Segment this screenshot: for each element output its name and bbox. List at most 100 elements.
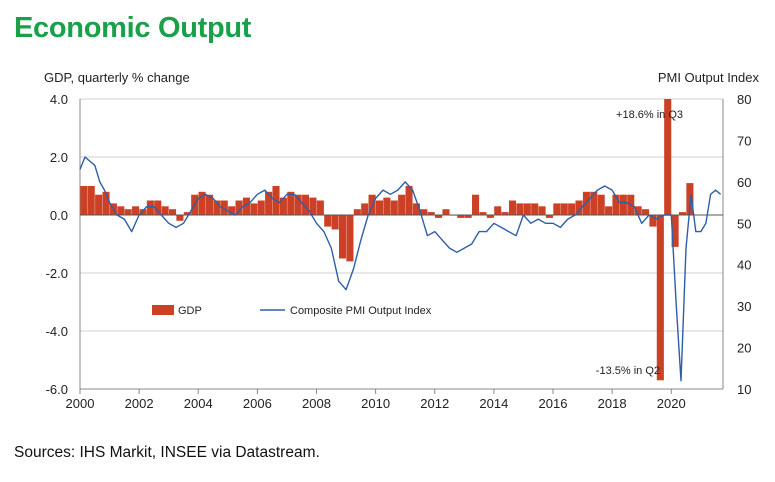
x-tick-label: 2014 xyxy=(479,396,508,411)
x-tick-label: 2018 xyxy=(598,396,627,411)
left-tick-label: -6.0 xyxy=(46,382,68,397)
gdp-bar xyxy=(671,215,679,247)
gdp-bar xyxy=(494,206,502,215)
gdp-bar xyxy=(486,215,494,218)
gdp-bar xyxy=(95,194,103,215)
gdp-bar xyxy=(575,200,583,215)
right-tick-label: 70 xyxy=(737,133,751,148)
gdp-bar xyxy=(605,206,613,215)
gdp-bar xyxy=(309,197,317,215)
gdp-bar xyxy=(442,209,450,215)
gdp-bar xyxy=(346,215,354,262)
gdp-bar xyxy=(235,200,243,215)
x-tick-label: 2006 xyxy=(243,396,272,411)
gdp-bar xyxy=(139,209,147,215)
gdp-bar xyxy=(294,194,302,215)
gdp-bar xyxy=(279,197,287,215)
gdp-bar xyxy=(612,194,620,215)
gdp-bar xyxy=(656,215,664,381)
x-tick-label: 2000 xyxy=(66,396,95,411)
gdp-bar xyxy=(383,197,391,215)
gdp-bar xyxy=(553,203,561,215)
left-axis-title: GDP, quarterly % change xyxy=(44,70,190,85)
gdp-bar xyxy=(87,186,95,215)
x-tick-label: 2020 xyxy=(657,396,686,411)
left-tick-label: 0.0 xyxy=(50,208,68,223)
gdp-bar xyxy=(265,191,273,215)
gdp-bar xyxy=(161,206,169,215)
gdp-bar xyxy=(331,215,339,230)
x-tick-label: 2016 xyxy=(539,396,568,411)
gdp-bar xyxy=(257,200,265,215)
source-note: Sources: IHS Markit, INSEE via Datastrea… xyxy=(14,444,320,461)
left-tick-label: 2.0 xyxy=(50,150,68,165)
legend-pmi-label: Composite PMI Output Index xyxy=(290,305,432,317)
left-tick-label: 4.0 xyxy=(50,92,68,107)
gdp-bar xyxy=(412,203,420,215)
economic-output-chart: 4.02.00.0-2.0-4.0-6.08070605040302010200… xyxy=(46,92,752,411)
gdp-bar xyxy=(242,197,250,215)
gdp-bar xyxy=(649,215,657,227)
left-tick-label: -2.0 xyxy=(46,266,68,281)
gdp-bar xyxy=(198,191,206,215)
right-tick-label: 50 xyxy=(737,216,751,231)
gdp-bar xyxy=(678,212,687,215)
gdp-bar xyxy=(508,200,517,215)
gdp-bar xyxy=(353,209,361,215)
x-tick-label: 2008 xyxy=(302,396,331,411)
gdp-bar xyxy=(228,206,236,215)
gdp-bar xyxy=(686,183,694,215)
gdp-bar xyxy=(124,209,132,215)
gdp-bar xyxy=(427,212,435,215)
legend-gdp-swatch xyxy=(152,305,174,315)
gdp-bar xyxy=(634,206,642,215)
gdp-bar xyxy=(250,203,258,215)
gdp-bar xyxy=(176,215,184,221)
gdp-bar xyxy=(220,200,228,215)
gdp-bar xyxy=(132,206,140,215)
annotation-q2: -13.5% in Q2 xyxy=(596,365,660,377)
gdp-bar xyxy=(435,215,443,218)
gdp-bar xyxy=(619,194,627,215)
gdp-bar xyxy=(464,215,472,218)
pmi-line xyxy=(79,156,722,382)
gdp-bar xyxy=(597,194,605,215)
gdp-bar xyxy=(664,99,672,215)
x-tick-label: 2002 xyxy=(125,396,154,411)
gdp-bar xyxy=(501,212,509,215)
gdp-bar xyxy=(560,203,568,215)
gdp-bar xyxy=(398,194,406,215)
gdp-bar xyxy=(146,200,154,215)
gdp-bar xyxy=(154,200,162,215)
x-tick-label: 2010 xyxy=(361,396,390,411)
gdp-bar xyxy=(538,206,546,215)
right-tick-label: 30 xyxy=(737,299,751,314)
right-tick-label: 60 xyxy=(737,175,751,190)
gdp-bar xyxy=(568,203,576,215)
gdp-bar xyxy=(117,206,125,215)
gdp-bar xyxy=(642,209,650,215)
gdp-bar xyxy=(168,209,177,215)
gdp-bar xyxy=(80,186,88,215)
right-tick-label: 40 xyxy=(737,258,751,273)
gdp-bar xyxy=(316,200,324,215)
gdp-bar xyxy=(324,215,332,227)
gdp-bar xyxy=(102,191,110,215)
annotation-q3: +18.6% in Q3 xyxy=(616,109,683,121)
gdp-bar xyxy=(472,194,480,215)
right-tick-label: 10 xyxy=(737,382,751,397)
gdp-bar xyxy=(545,215,554,218)
gdp-bar xyxy=(516,203,524,215)
gdp-bar xyxy=(287,191,295,215)
gdp-bar xyxy=(479,212,487,215)
gdp-bar xyxy=(523,203,531,215)
gdp-bar xyxy=(205,194,214,215)
right-tick-label: 80 xyxy=(737,92,751,107)
chart-title: Economic Output xyxy=(14,12,252,44)
gdp-bar xyxy=(183,212,191,215)
gdp-bar xyxy=(405,186,413,215)
gdp-bar xyxy=(590,191,598,215)
gdp-bar xyxy=(457,215,465,218)
x-tick-label: 2004 xyxy=(184,396,213,411)
gdp-bar xyxy=(420,209,428,215)
